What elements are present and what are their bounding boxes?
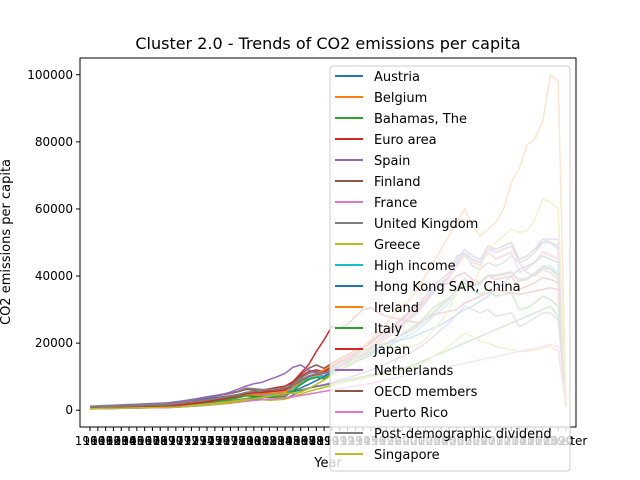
x-tick-label: 1980: [231, 434, 262, 448]
axes-frame: [79, 57, 577, 428]
x-tick-label: 1961: [83, 434, 114, 448]
legend-entry: United Kingdom: [374, 217, 478, 232]
y-tick-label: 100000: [27, 68, 73, 82]
legend-entry: Ireland: [374, 301, 419, 316]
x-tick-label: 1975: [192, 434, 223, 448]
x-tick-label: 1969: [145, 434, 176, 448]
x-tick-label: 1970: [153, 434, 184, 448]
x-tick-label: 1987: [285, 434, 316, 448]
legend-box: [329, 65, 571, 472]
legend-entry: France: [374, 196, 417, 211]
legend-entry: Hong Kong SAR, China: [374, 280, 521, 295]
legend-entry: Finland: [374, 175, 420, 190]
legend-entry: Netherlands: [374, 364, 453, 379]
x-tick-label: 1985: [270, 434, 301, 448]
x-tick-label: 1986: [278, 434, 309, 448]
legend-entry: Euro area: [374, 133, 437, 148]
x-tick-label: 1968: [137, 434, 168, 448]
x-tick-label: 1974: [184, 434, 215, 448]
x-tick-label: 1964: [106, 434, 137, 448]
legend-entry: Greece: [374, 238, 420, 253]
x-tick-label: 1981: [239, 434, 270, 448]
x-tick-label: 1989: [301, 434, 332, 448]
x-tick-label: 1972: [168, 434, 199, 448]
y-tick-label: 40000: [35, 269, 73, 283]
legend-entry: Singapore: [374, 448, 440, 463]
x-tick-label: 1963: [98, 434, 129, 448]
x-tick-label: 1982: [246, 434, 277, 448]
legend-entry: Italy: [374, 322, 403, 337]
legend-entry: Bahamas, The: [374, 112, 467, 127]
legend-entry: Puerto Rico: [374, 406, 448, 421]
x-tick-label: 1966: [122, 434, 153, 448]
x-tick-label: 1960: [75, 434, 106, 448]
x-tick-label: 1967: [129, 434, 160, 448]
x-tick-label: 1965: [114, 434, 145, 448]
legend-entry: Japan: [373, 343, 410, 358]
x-tick-label: 1978: [215, 434, 246, 448]
y-tick-label: 80000: [35, 135, 73, 149]
legend-entry: High income: [374, 259, 456, 274]
legend-entry: Spain: [374, 154, 410, 169]
x-tick-label: 1962: [90, 434, 121, 448]
legend: Austria Belgium Bahamas, The Euro area Spain…: [329, 65, 571, 472]
y-axis: 0 20000 40000 60000 80000 100000: [27, 68, 80, 417]
x-tick-label: 1984: [262, 434, 293, 448]
x-tick-label: 1988: [293, 434, 324, 448]
legend-entry: Austria: [374, 70, 420, 85]
x-tick-label: 1977: [207, 434, 238, 448]
x-tick-label: 1979: [223, 434, 254, 448]
x-tick-label: 1973: [176, 434, 207, 448]
y-axis-label: CO2 emissions per capita: [0, 159, 14, 325]
legend-entry: Belgium: [374, 91, 427, 106]
legend-entry: Post-demographic dividend: [374, 427, 552, 442]
y-tick-label: 20000: [35, 336, 73, 350]
x-tick-label: 1971: [161, 434, 192, 448]
x-tick-label: 1983: [254, 434, 285, 448]
y-tick-label: 0: [65, 403, 73, 417]
y-tick-label: 60000: [35, 202, 73, 216]
x-tick-label: 1976: [200, 434, 231, 448]
legend-entry: OECD members: [374, 385, 478, 400]
chart-title: Cluster 2.0 - Trends of CO2 emissions pe…: [135, 34, 520, 53]
